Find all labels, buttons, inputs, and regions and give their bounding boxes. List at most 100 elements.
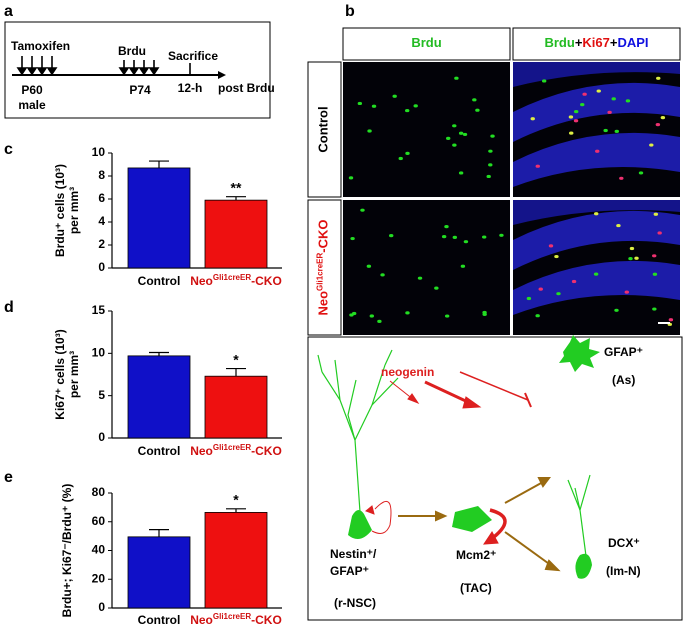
x-tick-label: NeoGli1creER-CKO (190, 443, 282, 459)
dapi-band (513, 260, 680, 315)
cell-dot (482, 312, 487, 316)
significance: ** (231, 179, 242, 195)
y-tick-label: 0 (98, 260, 105, 274)
text-part: + (610, 35, 618, 50)
text-part: Neo (316, 291, 331, 316)
text-part: Neo (190, 274, 213, 288)
y-tick-label: 40 (92, 543, 106, 557)
cell-dot (490, 134, 495, 138)
panel-a-frame (4, 21, 271, 119)
x-tick-label: Control (138, 444, 181, 458)
text-part: Gli1creER (315, 252, 324, 290)
bar (127, 536, 191, 609)
row-label-box (307, 61, 342, 198)
row-label: Control (316, 106, 331, 152)
text-part: + (575, 35, 583, 50)
schematic-label: (As) (612, 373, 635, 387)
cell-dot (660, 116, 666, 120)
text-part: Gli1creER (213, 443, 251, 452)
cell-dot (350, 236, 355, 241)
cell-dot (392, 94, 397, 98)
y-tick-label: 80 (92, 485, 106, 499)
cell-dot (377, 319, 382, 324)
y-axis-label: Brdu+; Ki67⁻/Brdu⁺ (%) (60, 484, 74, 618)
y-tick-label: 15 (92, 303, 106, 317)
timeline-label: Brdu (118, 44, 146, 58)
differentiation-arrows (398, 477, 561, 572)
schematic-label: GFAP⁺ (330, 564, 369, 578)
column-header: Brdu+Ki67+DAPI (544, 35, 648, 50)
cell-dot (357, 101, 363, 106)
imn-cell (575, 553, 592, 579)
cell-dot (607, 110, 612, 114)
astrocyte (559, 335, 600, 372)
bar (204, 375, 268, 439)
cell-dot (571, 279, 577, 284)
y-tick-label: 4 (98, 214, 105, 228)
cell-dot (444, 314, 450, 318)
y-axis-label: Ki67⁺ cells (10³) (53, 329, 67, 419)
cell-dot (656, 76, 661, 80)
cell-dot (655, 123, 661, 127)
text-part: Neo (190, 444, 213, 458)
text-part: Neo (190, 613, 213, 626)
cell-dot (624, 290, 630, 294)
brdu-arrows (118, 60, 160, 76)
y-tick-label: 0 (98, 430, 105, 444)
cell-dot (593, 272, 599, 276)
y-axis-label: per mm³ (67, 351, 81, 398)
text-part: DAPI (617, 35, 648, 50)
cell-dot (462, 132, 468, 137)
timeline-label: P74 (129, 83, 151, 97)
cell-dot (568, 115, 574, 119)
cell-dot (668, 318, 674, 322)
cell-dot (628, 257, 633, 261)
cell-dot (452, 124, 457, 128)
panel-label: c (4, 141, 13, 158)
cell-dot (629, 246, 635, 251)
cell-dot (653, 212, 659, 216)
schematic-label: (TAC) (460, 581, 492, 595)
cell-dot (614, 308, 619, 312)
column-header-box (512, 27, 681, 61)
cell-dot (360, 208, 365, 212)
column-header: Brdu (411, 35, 441, 50)
text-part: -CKO (251, 613, 282, 626)
cell-dot (535, 164, 540, 168)
text-part: -CKO (251, 444, 282, 458)
cell-dot (530, 117, 535, 121)
schematic-label: GFAP⁺ (604, 345, 643, 359)
x-tick-label: NeoGli1creER-CKO (190, 273, 282, 289)
cell-dot (454, 76, 459, 80)
cell-dot (649, 143, 654, 147)
cell-dot (413, 104, 418, 108)
schematic-label: Nestin⁺/ (330, 547, 377, 561)
cell-dot (458, 171, 464, 175)
cell-dot (452, 143, 457, 147)
cell-dot (405, 108, 410, 113)
row-label-box (307, 199, 342, 336)
cell-dot (446, 136, 451, 141)
cell-dot (371, 104, 377, 108)
significance: * (233, 351, 239, 367)
neogenin-arrows (365, 371, 532, 545)
panel-label: e (4, 469, 13, 486)
significance: * (233, 492, 239, 508)
timeline-arrowhead (218, 71, 226, 79)
cell-dot (526, 296, 532, 301)
micrograph (343, 200, 510, 335)
timeline-label: post Brdu (218, 81, 275, 95)
dapi-band (513, 132, 680, 187)
schematic-label: (Im-N) (606, 564, 641, 578)
cell-dot (460, 264, 466, 268)
row-label: NeoGli1creER-CKO (315, 219, 331, 315)
cell-dot (595, 149, 600, 153)
cell-dot (582, 92, 587, 96)
timeline-label: Sacrifice (168, 49, 218, 63)
dapi-band (513, 210, 680, 270)
bar (127, 355, 191, 439)
cell-dot (638, 171, 644, 175)
dapi-band (513, 82, 680, 142)
rnsc-cell (348, 509, 372, 539)
